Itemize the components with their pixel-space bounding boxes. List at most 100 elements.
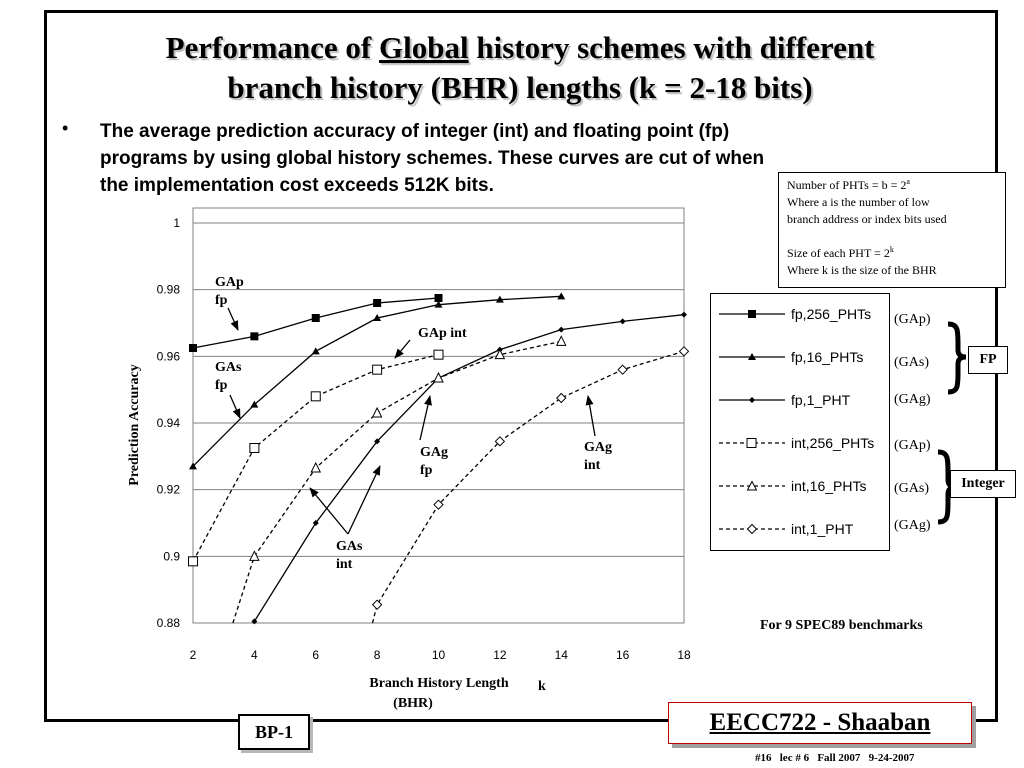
- y-tick-label: 0.96: [157, 349, 181, 363]
- y-tick-label: 0.94: [157, 416, 181, 430]
- course-title-text: EECC722 - Shaaban: [709, 709, 931, 736]
- arrow-gag-int: [585, 395, 596, 437]
- x-tick-label: 16: [616, 648, 630, 662]
- annotation-gap-fp-sub: fp: [215, 293, 228, 308]
- data-point: [311, 347, 320, 355]
- scheme-label-int-256: (GAp): [894, 438, 931, 453]
- data-point: [249, 443, 260, 453]
- annotation-gag-fp-sub: fp: [420, 463, 433, 478]
- x-tick-label: 10: [432, 648, 446, 662]
- legend-label-fp-256: fp,256_PHTs: [791, 306, 872, 322]
- arrow-gas-fp: [229, 394, 241, 419]
- data-point: [433, 371, 444, 383]
- series-fp-256-phts: [189, 294, 443, 352]
- data-point: [250, 400, 259, 408]
- plot-area: [192, 207, 685, 624]
- data-point: [678, 346, 690, 357]
- data-point: [250, 332, 259, 341]
- data-point: [619, 318, 626, 325]
- bullet-line-3: the implementation cost exceeds 512K bit…: [100, 175, 494, 196]
- legend-item-fp-16: fp,16_PHTs: [719, 347, 863, 367]
- y-tick-label: 0.92: [157, 483, 181, 497]
- scheme-label-fp-1: (GAg): [894, 392, 931, 407]
- data-point: [433, 499, 444, 510]
- legend-item-int-1: int,1_PHT: [719, 519, 853, 539]
- series-line: [192, 297, 439, 349]
- note-line-4-text: Size of each PHT = 2: [787, 246, 890, 260]
- data-point: [557, 292, 566, 300]
- legend-label-fp-1: fp,1_PHT: [791, 392, 851, 408]
- legend-swatch-int-16: [719, 480, 785, 491]
- annotation-gag-int-sub: int: [584, 458, 601, 473]
- annotation-gas-fp-label: GAs: [215, 360, 242, 375]
- note-line-1-text: Number of PHTs = b = 2: [787, 178, 907, 192]
- chart-legend: fp,256_PHTs fp,16_PHTs fp,1_PHT int,256_…: [710, 293, 890, 551]
- data-point: [371, 599, 383, 610]
- data-point: [558, 326, 565, 333]
- note-line-5: Where k is the size of the BHR: [787, 263, 937, 277]
- series-line: [371, 350, 685, 624]
- legend-item-fp-256: fp,256_PHTs: [719, 304, 871, 324]
- scheme-label-fp-16: (GAs): [894, 355, 929, 370]
- y-tick-label: 1: [173, 216, 180, 230]
- fp-brace: [947, 321, 967, 395]
- data-point: [617, 364, 628, 375]
- legend-item-fp-1: fp,1_PHT: [719, 390, 850, 410]
- pht-note-box: Number of PHTs = b = 2a Where a is the n…: [778, 172, 1006, 288]
- data-point: [310, 461, 322, 473]
- course-title-box: EECC722 - Shaaban: [668, 702, 972, 744]
- data-point: [251, 618, 258, 625]
- legend-label-int-256: int,256_PHTs: [791, 435, 875, 451]
- fp-group-label: FP: [968, 346, 1008, 374]
- y-axis-label: Prediction Accuracy: [127, 364, 142, 485]
- scheme-label-int-1: (GAg): [894, 518, 931, 533]
- legend-label-fp-16: fp,16_PHTs: [791, 349, 864, 365]
- annotation-gas-int-label: GAs: [336, 539, 363, 554]
- legend-label-int-16: int,16_PHTs: [791, 478, 867, 494]
- data-point: [372, 364, 383, 375]
- bullet-line-2: programs by using global history schemes…: [100, 148, 765, 169]
- data-point: [494, 436, 506, 447]
- data-point: [495, 295, 504, 303]
- scheme-label-int-16: (GAs): [894, 481, 929, 496]
- y-tick-label: 0.98: [157, 283, 181, 297]
- data-point: [494, 348, 506, 360]
- data-point: [189, 344, 197, 352]
- legend-swatch-fp-16: [719, 353, 785, 360]
- bullet-marker: •: [62, 118, 69, 138]
- title-text-global: Global: [379, 30, 469, 65]
- data-point: [188, 556, 198, 567]
- series-fp-16-phts: [189, 292, 566, 470]
- annotation-gap-fp-label: GAp: [215, 275, 244, 290]
- arrow-gas-int-b: [347, 465, 381, 535]
- legend-swatch-int-256: [719, 438, 785, 448]
- data-point: [434, 300, 443, 308]
- data-point: [371, 406, 383, 418]
- x-tick-label: 8: [374, 648, 381, 662]
- annotation-gas-int-sub: int: [336, 557, 353, 572]
- x-axis-k-label: k: [538, 679, 546, 694]
- legend-label-int-1: int,1_PHT: [791, 521, 854, 537]
- note-line-2: Where a is the number of low: [787, 195, 930, 209]
- x-tick-label: 2: [190, 648, 197, 662]
- benchmark-note: For 9 SPEC89 benchmarks: [760, 618, 923, 633]
- data-point: [373, 299, 382, 307]
- note-line-3: branch address or index bits used: [787, 212, 947, 226]
- scheme-label-fp-256: (GAp): [894, 312, 931, 327]
- legend-item-int-256: int,256_PHTs: [719, 433, 874, 453]
- arrow-gap-int: [394, 339, 411, 359]
- note-line-4: Size of each PHT = 2k: [787, 245, 997, 262]
- data-point: [555, 335, 567, 346]
- title-text-line2: branch history (BHR) lengths (k = 2-18 b…: [227, 70, 813, 105]
- annotation-gag-int-label: GAg: [584, 440, 612, 455]
- x-tick-label: 14: [555, 648, 569, 662]
- x-tick-label: 18: [677, 648, 691, 662]
- x-tick-label: 12: [493, 648, 507, 662]
- legend-swatch-fp-256: [719, 310, 785, 318]
- legend-item-int-16: int,16_PHTs: [719, 476, 866, 496]
- legend-swatch-int-1: [719, 523, 785, 535]
- y-tick-label: 0.9: [163, 549, 180, 563]
- series-int-1-pht: [371, 346, 690, 624]
- data-point: [312, 520, 319, 526]
